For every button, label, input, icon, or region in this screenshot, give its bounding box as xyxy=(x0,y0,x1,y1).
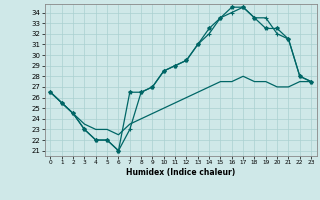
X-axis label: Humidex (Indice chaleur): Humidex (Indice chaleur) xyxy=(126,168,236,177)
